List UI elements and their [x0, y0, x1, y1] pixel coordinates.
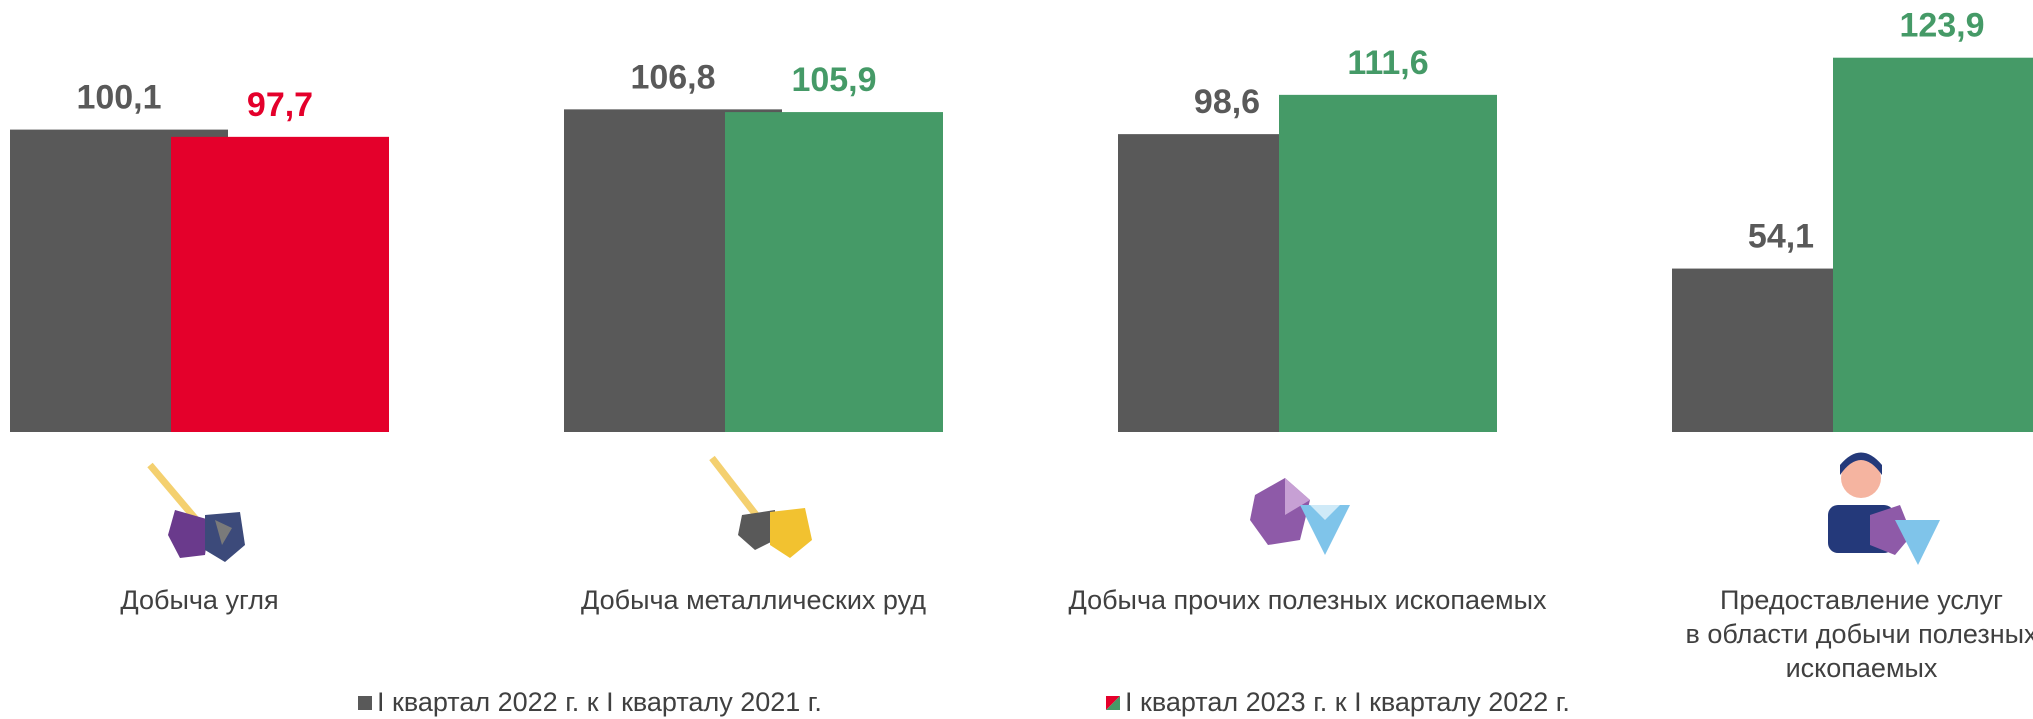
value-label: 97,7 — [247, 86, 313, 124]
legend-swatch — [358, 696, 372, 710]
value-label: 100,1 — [76, 79, 161, 117]
category-label: Предоставление услуг — [1720, 585, 2003, 615]
legend-label: I квартал 2022 г. к I кварталу 2021 г. — [377, 687, 822, 717]
legend: I квартал 2022 г. к I кварталу 2021 г. I… — [358, 687, 1570, 717]
value-label: 111,6 — [1347, 44, 1428, 82]
bar — [1279, 95, 1497, 432]
icon-minerals — [1250, 478, 1350, 555]
category-label: в области добычи полезных — [1685, 619, 2033, 649]
category-label: ископаемых — [1786, 653, 1938, 683]
icon-services — [1828, 453, 1940, 566]
category-label: Добыча металлических руд — [581, 585, 926, 615]
bar — [171, 137, 389, 432]
legend-label: I квартал 2023 г. к I кварталу 2022 г. — [1125, 687, 1570, 717]
value-label: 98,6 — [1194, 83, 1260, 121]
bar — [725, 112, 943, 432]
icon-coal — [150, 465, 245, 562]
value-label: 106,8 — [630, 58, 715, 96]
category-label: Добыча угля — [120, 585, 278, 615]
icon-ore — [712, 458, 812, 558]
category-label: Добыча прочих полезных ископаемых — [1068, 585, 1547, 615]
icons — [150, 453, 1940, 566]
bar — [1833, 58, 2033, 432]
value-label: 105,9 — [791, 61, 876, 99]
value-label: 54,1 — [1748, 218, 1814, 256]
value-label: 123,9 — [1899, 7, 1984, 45]
chart: 100,1 97,7 Добыча угля 106,8 105,9 Добыча мет… — [0, 0, 2033, 719]
